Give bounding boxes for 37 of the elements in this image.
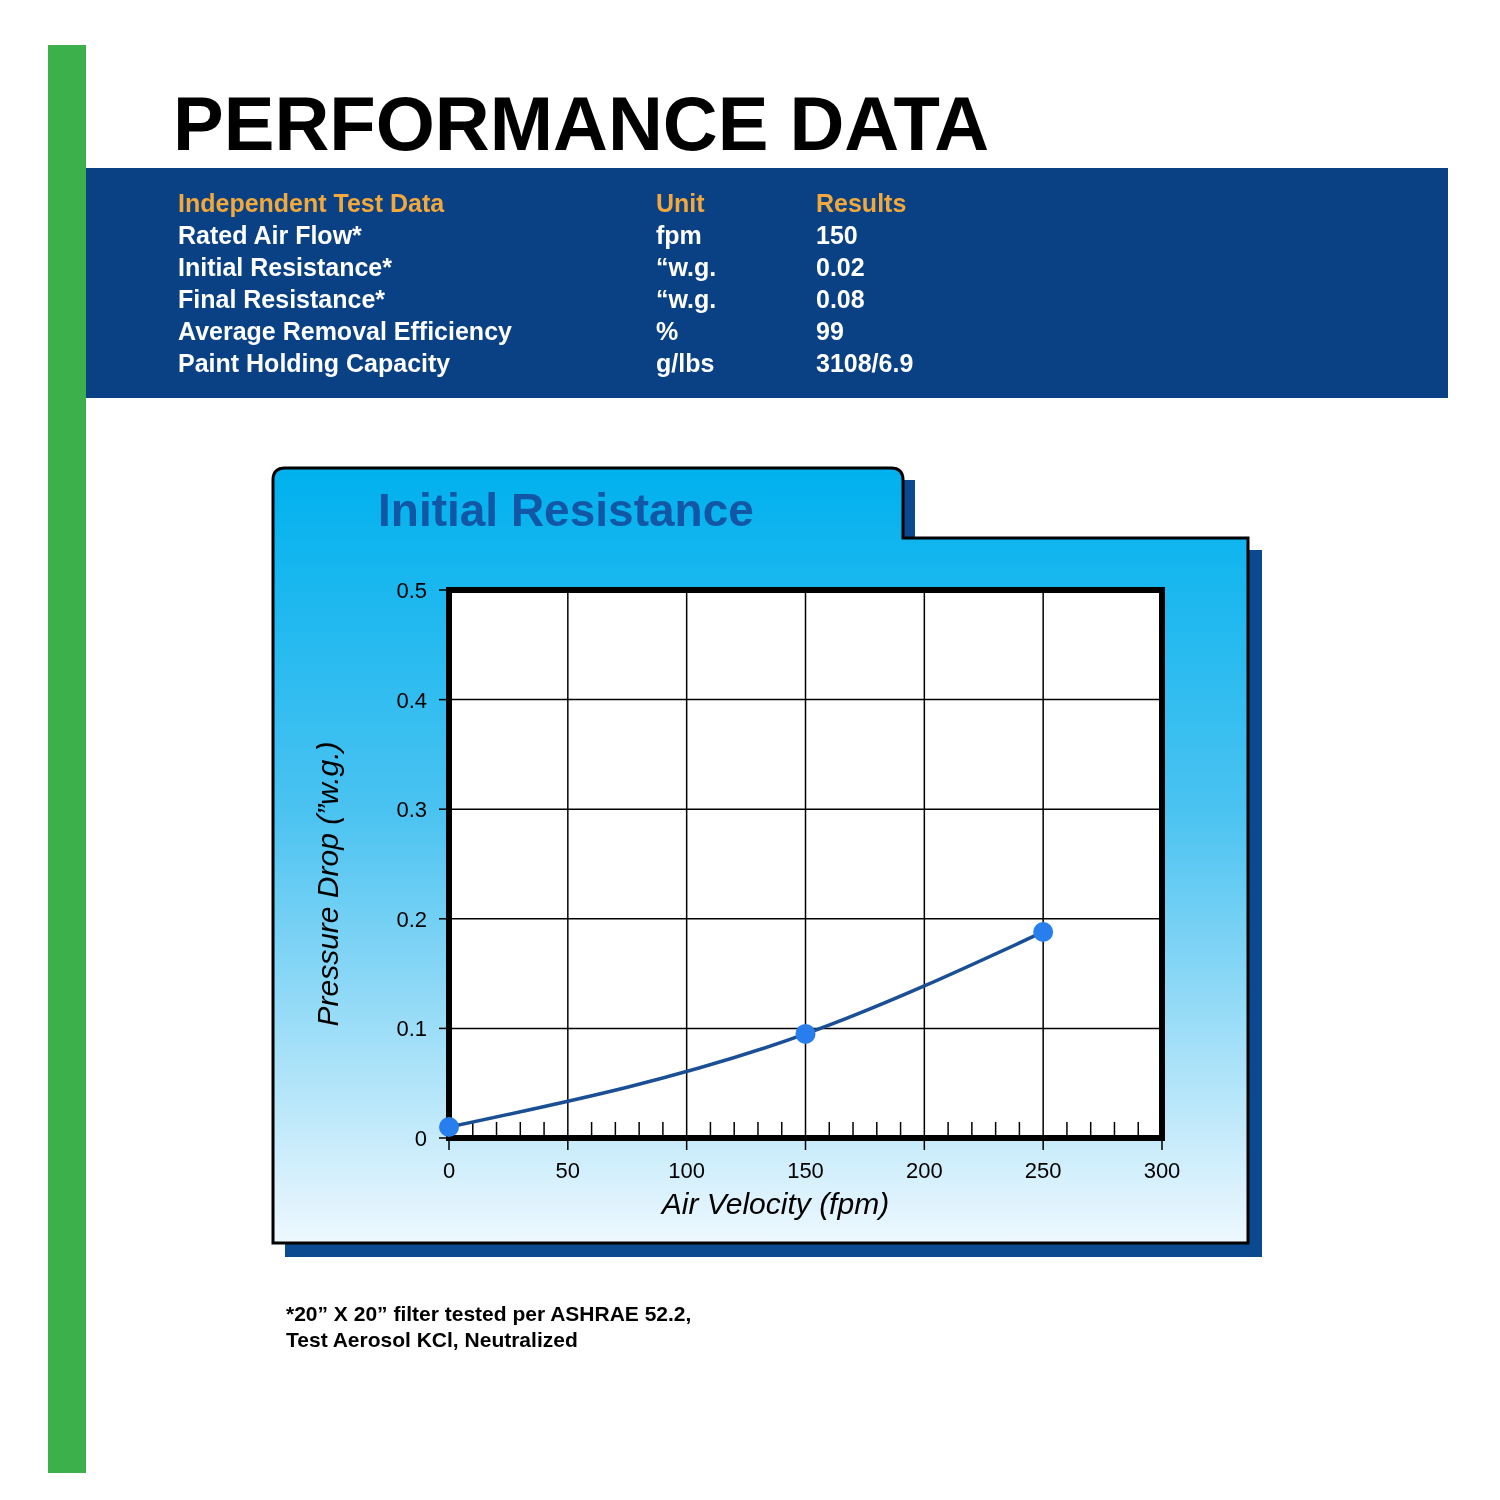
y-axis-title: Pressure Drop (”w.g.) (311, 741, 344, 1027)
text: PERFORMANCE DATA (173, 81, 990, 166)
text: Final Resistance* (178, 285, 386, 313)
text: Independent Test Data (178, 189, 446, 217)
text: Initial Resistance* (178, 253, 393, 281)
chart-title: Initial Resistance (378, 484, 754, 536)
text: Unit (656, 189, 706, 217)
text: *20” X 20” filter tested per ASHRAE 52.2, (286, 1302, 692, 1325)
x-tick-label: 200 (905, 1158, 943, 1183)
text: 0.08 (816, 285, 865, 313)
y-tick-label: 0.2 (396, 906, 427, 932)
x-tick-label: 100 (668, 1158, 706, 1183)
text: 3108/6.9 (816, 349, 914, 377)
text: “w.g. (656, 253, 717, 281)
text: Rated Air Flow* (178, 221, 363, 249)
text: Test Aerosol KCl, Neutralized (286, 1328, 578, 1351)
y-tick-label: 0.4 (396, 687, 427, 713)
y-tick-label: 0 (414, 1126, 427, 1151)
text: 150 (816, 221, 858, 249)
text: Average Removal Efficiency (178, 317, 513, 345)
x-tick-label: 50 (555, 1158, 581, 1183)
x-tick-label: 300 (1143, 1158, 1181, 1183)
y-tick-label: 0.3 (396, 797, 427, 823)
text: “w.g. (656, 285, 717, 313)
x-tick-label: 250 (1024, 1158, 1062, 1183)
text: 0.02 (816, 253, 865, 281)
y-tick-label: 0.5 (396, 578, 427, 603)
text: % (656, 317, 679, 345)
x-axis-title: Air Velocity (fpm) (659, 1187, 890, 1220)
y-tick-label: 0.1 (396, 1016, 427, 1042)
text: g/lbs (656, 349, 715, 377)
text: 99 (816, 317, 844, 345)
x-tick-label: 0 (442, 1158, 456, 1183)
x-tick-label: 150 (787, 1158, 824, 1183)
text: Paint Holding Capacity (178, 349, 451, 377)
text: Results (816, 189, 907, 217)
text: fpm (656, 221, 702, 249)
